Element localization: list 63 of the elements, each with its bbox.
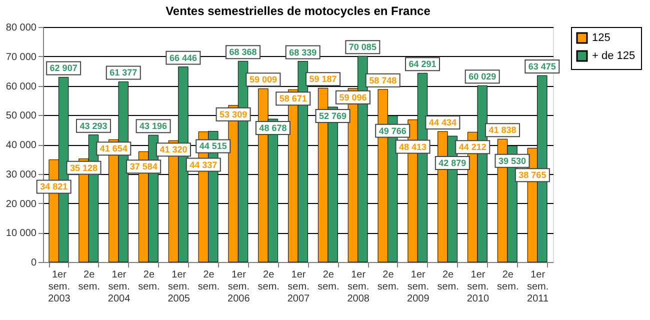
y-tick-label: 0	[30, 258, 37, 268]
x-tick-label: 2e sem.	[78, 270, 100, 292]
data-label: 68 339	[289, 47, 317, 58]
x-tick-label: 1er sem. 2005	[168, 270, 190, 304]
data-label: 48 678	[259, 123, 287, 134]
data-label: 44 515	[199, 141, 227, 152]
x-tick-label: 2e sem.	[318, 270, 340, 292]
data-label: 64 291	[408, 59, 436, 70]
data-label: 44 212	[458, 142, 486, 152]
data-label: 35 128	[70, 162, 98, 173]
data-label: 52 769	[319, 110, 347, 121]
data-label: 37 584	[130, 162, 158, 172]
x-tick-label: 1er sem. 2006	[228, 270, 250, 304]
x-tick-label: 1er sem. 2009	[407, 270, 430, 304]
data-label: 59 096	[339, 92, 367, 102]
data-label: 48 413	[399, 142, 427, 152]
y-tick-label: 10 000	[6, 228, 37, 240]
data-label: 44 434	[428, 117, 456, 128]
data-label: 60 029	[468, 72, 496, 82]
x-tick-label: 2e sem.	[138, 270, 160, 292]
data-label: 41 320	[160, 144, 188, 155]
data-label: 62 907	[50, 63, 78, 74]
legend-label: + de 125	[592, 50, 636, 62]
x-tick-label: 1er sem. 2008	[347, 270, 370, 304]
data-label: 70 085	[348, 42, 376, 52]
data-label: 43 196	[140, 121, 168, 132]
y-tick-label: 80 000	[6, 22, 37, 34]
data-label: 38 765	[518, 170, 546, 180]
x-tick-label: 1er sem. 2007	[287, 270, 310, 304]
data-label: 58 671	[279, 94, 307, 104]
x-tick-label: 1er sem. 2004	[108, 270, 131, 304]
data-label: 34 821	[40, 182, 68, 192]
data-label: 59 187	[309, 74, 337, 84]
y-tick-label: 60 000	[6, 81, 37, 92]
x-tick-label: 2e sem.	[198, 270, 220, 292]
data-label: 43 293	[80, 120, 108, 131]
data-label: 44 337	[190, 160, 218, 170]
y-tick-label: 70 000	[6, 52, 37, 63]
x-tick-label: 1er sem. 2003	[48, 270, 71, 304]
data-label: 63 475	[528, 62, 556, 72]
x-tick-label: 2e sem.	[377, 270, 400, 292]
data-label: 41 654	[100, 144, 128, 154]
data-label: 58 748	[369, 75, 397, 86]
data-label: 41 838	[488, 125, 516, 136]
y-tick-label: 30 000	[6, 169, 37, 180]
y-tick-label: 50 000	[6, 110, 37, 122]
legend-label: 125	[592, 32, 610, 44]
x-tick-label: 2e sem.	[497, 270, 519, 292]
chart-title: Ventes semestrielles de motocycles en France	[166, 4, 431, 18]
data-label: 53 309	[220, 109, 248, 120]
data-label: 42 879	[438, 158, 466, 168]
x-tick-label: 1er sem. 2011	[526, 270, 549, 304]
data-label: 49 766	[378, 126, 406, 136]
data-label: 39 530	[498, 156, 526, 166]
data-label: 61 377	[110, 68, 138, 78]
data-label: 68 368	[229, 47, 257, 58]
y-tick-label: 40 000	[6, 140, 37, 151]
data-label: 59 009	[249, 74, 277, 85]
y-tick-label: 20 000	[6, 198, 37, 210]
data-label: 66 446	[169, 52, 197, 63]
x-tick-label: 2e sem.	[437, 270, 459, 292]
x-tick-label: 2e sem.	[258, 270, 280, 292]
x-tick-label: 1er sem. 2010	[466, 270, 490, 304]
